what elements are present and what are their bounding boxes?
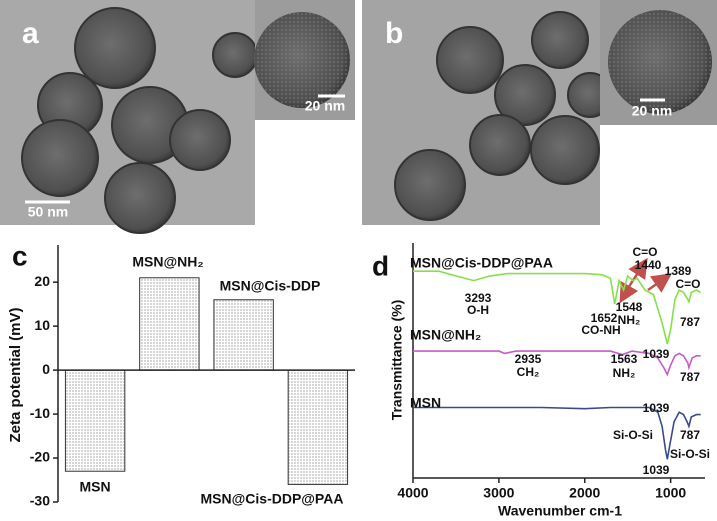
series-label: MSN@Cis-DDP@PAA: [410, 255, 553, 271]
series-label: MSN@NH₂: [410, 327, 481, 343]
y-tick-label: 0: [42, 361, 50, 377]
y-axis-label: Zeta potential (mV): [7, 307, 24, 442]
peak-annotation: 1563: [611, 352, 638, 366]
peak-annotation: 1039: [643, 401, 670, 415]
category-label: MSN: [79, 479, 110, 495]
panel-label: b: [385, 17, 403, 50]
peak-annotation: 1039: [643, 347, 670, 361]
peak-annotation: CO-NH: [581, 323, 620, 337]
peak-annotation: NH₂: [613, 366, 636, 380]
y-tick-label: -30: [30, 493, 50, 509]
peak-annotation: 1548: [616, 300, 643, 314]
y-tick-label: -20: [30, 449, 50, 465]
panel-label: a: [22, 17, 39, 50]
category-label: MSN@Cis-DDP: [220, 278, 321, 294]
inset-scale-bar-label: 20 nm: [632, 103, 672, 119]
y-axis-label: Transmittance (%): [389, 300, 405, 421]
peak-annotation: NH₂: [618, 313, 641, 327]
peak-annotation: 1389: [665, 264, 692, 278]
peak-annotation: Si-O-Si: [613, 428, 653, 442]
peak-annotation: 1440: [635, 258, 662, 272]
scale-bar-label: 50 nm: [28, 204, 68, 220]
category-label: MSN@NH₂: [132, 254, 203, 270]
scale-bar-label: 50 nm: [653, 204, 693, 220]
peak-annotation: CH₂: [517, 365, 540, 379]
peak-annotation: 1652: [591, 311, 618, 325]
y-tick-label: -10: [30, 405, 50, 421]
tem-image-b: b 50 nm 20 nm: [362, 0, 717, 225]
spectrum-line: [413, 406, 701, 460]
x-tick-label: 4000: [397, 485, 428, 501]
peak-annotation: 2935: [515, 352, 542, 366]
bar: [287, 369, 349, 485]
bar: [64, 369, 126, 472]
inset-scale-bar-label: 20 nm: [305, 98, 345, 114]
bar: [213, 299, 274, 371]
peak-annotation: C=O: [675, 277, 700, 291]
peak-annotation: 3293: [465, 291, 492, 305]
panel-label: d: [372, 250, 389, 281]
peak-annotation: 787: [680, 315, 700, 329]
peak-annotation: 787: [680, 428, 700, 442]
spectrum-line: [413, 350, 701, 377]
peak-annotation: C=O: [632, 245, 657, 259]
peak-annotation: 787: [680, 370, 700, 384]
y-tick-label: 10: [34, 317, 50, 333]
x-tick-label: 2000: [569, 485, 600, 501]
series-label: MSN: [410, 395, 441, 411]
peak-annotation: Si-O-Si: [670, 447, 710, 461]
x-tick-label: 3000: [483, 485, 514, 501]
peak-annotation: 1039: [643, 463, 670, 477]
spectrum-line: [413, 270, 702, 345]
peak-annotation: O-H: [467, 303, 489, 317]
y-tick-label: 20: [34, 273, 50, 289]
x-tick-label: 1000: [655, 485, 686, 501]
x-axis-label: Wavenumber cm-1: [498, 503, 622, 519]
panel-label: c: [12, 240, 28, 271]
tem-image-a: a 50 nm 20 nm: [0, 0, 355, 234]
category-label: MSN@Cis-DDP@PAA: [201, 491, 344, 507]
bar: [139, 277, 200, 371]
